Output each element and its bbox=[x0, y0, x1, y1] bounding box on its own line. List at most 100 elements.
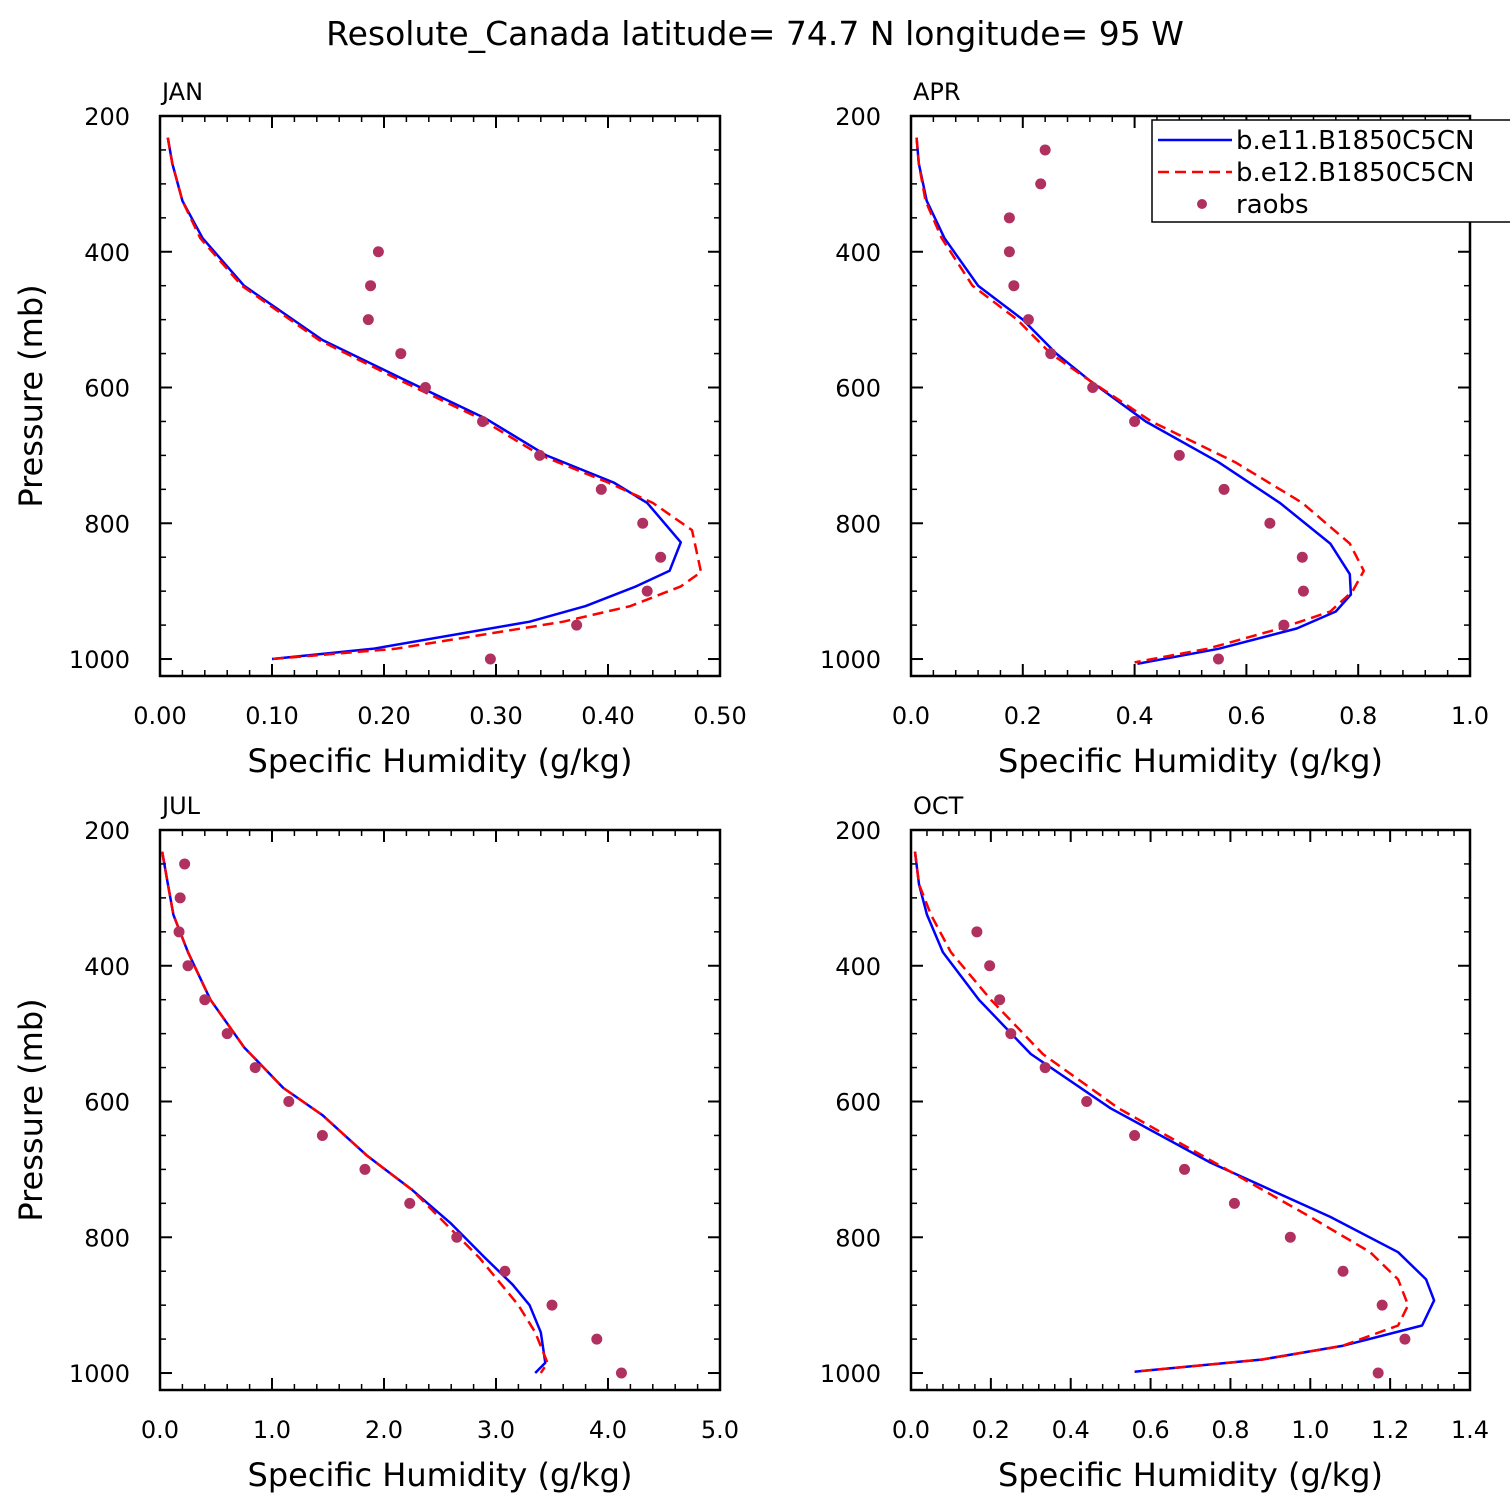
panel-label: JAN bbox=[160, 78, 203, 106]
y-tick-label: 600 bbox=[84, 1089, 130, 1117]
x-tick-label: 0.0 bbox=[141, 1416, 179, 1444]
panel-jul: JUL 200 400 600 800 1000 0.0 1.0 2.0 3.0 4.0 5.0 Spe… bbox=[12, 792, 739, 1494]
x-tick-label: 4.0 bbox=[589, 1416, 627, 1444]
raobs-point bbox=[637, 517, 649, 529]
data-layer bbox=[913, 851, 1436, 1379]
raobs-point bbox=[419, 382, 431, 394]
x-axis-label: Specific Humidity (g/kg) bbox=[248, 742, 633, 780]
x-axis-label: Specific Humidity (g/kg) bbox=[998, 1456, 1383, 1494]
raobs-point bbox=[1008, 280, 1020, 292]
y-tick-label: 200 bbox=[835, 817, 881, 845]
raobs-point bbox=[1212, 653, 1224, 665]
x-tick-label: 0.4 bbox=[1116, 702, 1154, 730]
raobs-point bbox=[1003, 246, 1015, 258]
raobs-point bbox=[199, 994, 211, 1006]
raobs-point bbox=[546, 1299, 558, 1311]
raobs-point bbox=[971, 926, 983, 938]
plot-frame bbox=[158, 114, 722, 678]
raobs-point bbox=[1045, 348, 1057, 360]
y-tick-label: 800 bbox=[835, 1224, 881, 1252]
raobs-point bbox=[484, 653, 496, 665]
x-tick-label: 3.0 bbox=[477, 1416, 515, 1444]
data-layer bbox=[915, 137, 1366, 666]
raobs-point bbox=[1022, 314, 1034, 326]
x-tick-label: 0.40 bbox=[581, 702, 634, 730]
figure-title: Resolute_Canada latitude= 74.7 N longitu… bbox=[326, 14, 1184, 53]
y-tick-label: 1000 bbox=[69, 646, 130, 674]
x-tick-label: 0.2 bbox=[972, 1416, 1010, 1444]
x-tick-label: 0.0 bbox=[892, 1416, 930, 1444]
panel-label: OCT bbox=[913, 792, 964, 820]
raobs-point bbox=[1129, 1129, 1141, 1141]
raobs-point bbox=[1372, 1367, 1384, 1379]
data-layer bbox=[160, 851, 627, 1379]
series-line-b-e11 bbox=[913, 851, 1436, 1373]
x-tick-label: 2.0 bbox=[365, 1416, 403, 1444]
x-tick-label: 5.0 bbox=[701, 1416, 739, 1444]
y-tick-label: 1000 bbox=[820, 646, 881, 674]
x-axis-label: Specific Humidity (g/kg) bbox=[998, 742, 1383, 780]
panel-label: APR bbox=[913, 78, 961, 106]
x-tick-label: 1.0 bbox=[1451, 702, 1489, 730]
y-tick-label: 1000 bbox=[69, 1360, 130, 1388]
series-line-b-e12 bbox=[913, 851, 1410, 1373]
plot-frame bbox=[909, 114, 1472, 678]
raobs-point bbox=[451, 1231, 463, 1243]
x-tick-label: 0.6 bbox=[1131, 1416, 1169, 1444]
raobs-point bbox=[615, 1367, 627, 1379]
raobs-point bbox=[1228, 1197, 1240, 1209]
raobs-point bbox=[316, 1129, 328, 1141]
raobs-point bbox=[1087, 382, 1099, 394]
raobs-point bbox=[499, 1265, 511, 1277]
series-line-b-e11 bbox=[166, 137, 683, 661]
raobs-point bbox=[395, 348, 407, 360]
raobs-point bbox=[1039, 1062, 1051, 1074]
raobs-point bbox=[283, 1096, 295, 1108]
raobs-point bbox=[477, 415, 489, 427]
raobs-point bbox=[182, 960, 194, 972]
x-tick-label: 0.30 bbox=[469, 702, 522, 730]
y-tick-label: 800 bbox=[84, 1224, 130, 1252]
x-tick-label: 1.2 bbox=[1371, 1416, 1409, 1444]
raobs-point bbox=[174, 892, 186, 904]
raobs-point bbox=[1005, 1028, 1017, 1040]
plot-frame bbox=[158, 828, 722, 1392]
x-tick-label: 0.20 bbox=[357, 702, 410, 730]
raobs-point bbox=[362, 314, 374, 326]
raobs-point bbox=[534, 449, 546, 461]
raobs-point bbox=[372, 246, 384, 258]
raobs-point bbox=[173, 926, 185, 938]
raobs-point bbox=[365, 280, 377, 292]
raobs-point bbox=[591, 1333, 603, 1345]
raobs-point bbox=[1264, 517, 1276, 529]
x-tick-label: 0.6 bbox=[1227, 702, 1265, 730]
y-tick-label: 600 bbox=[835, 1089, 881, 1117]
legend-label: b.e12.B1850C5CN bbox=[1236, 158, 1474, 188]
raobs-point bbox=[1173, 449, 1185, 461]
raobs-point bbox=[1337, 1265, 1349, 1277]
panel-oct: OCT 200 400 600 800 1000 0.0 0.2 0.4 0.6 0.8 1.0 1.2… bbox=[820, 792, 1489, 1494]
raobs-point bbox=[1376, 1299, 1388, 1311]
y-tick-label: 400 bbox=[84, 953, 130, 981]
raobs-point bbox=[249, 1062, 261, 1074]
raobs-point bbox=[1297, 585, 1309, 597]
raobs-point bbox=[359, 1163, 371, 1175]
series-line-b-e11 bbox=[915, 137, 1353, 666]
panel-label: JUL bbox=[160, 792, 201, 820]
legend-label: b.e11.B1850C5CN bbox=[1236, 126, 1474, 156]
y-axis-label: Pressure (mb) bbox=[12, 284, 50, 507]
panel-apr: APR 200 400 600 800 1000 0.0 0.2 0.4 0.6 0.8 1.0 Spe… bbox=[820, 78, 1489, 780]
legend-label: raobs bbox=[1236, 190, 1309, 220]
raobs-point bbox=[1039, 144, 1051, 156]
y-tick-label: 200 bbox=[84, 817, 130, 845]
raobs-point bbox=[655, 551, 667, 563]
y-tick-label: 200 bbox=[84, 103, 130, 131]
x-tick-label: 0.4 bbox=[1052, 1416, 1090, 1444]
plot-frame bbox=[909, 828, 1472, 1392]
raobs-point bbox=[1129, 415, 1141, 427]
y-tick-label: 400 bbox=[835, 239, 881, 267]
x-tick-label: 0.50 bbox=[693, 702, 746, 730]
raobs-point bbox=[1278, 619, 1290, 631]
